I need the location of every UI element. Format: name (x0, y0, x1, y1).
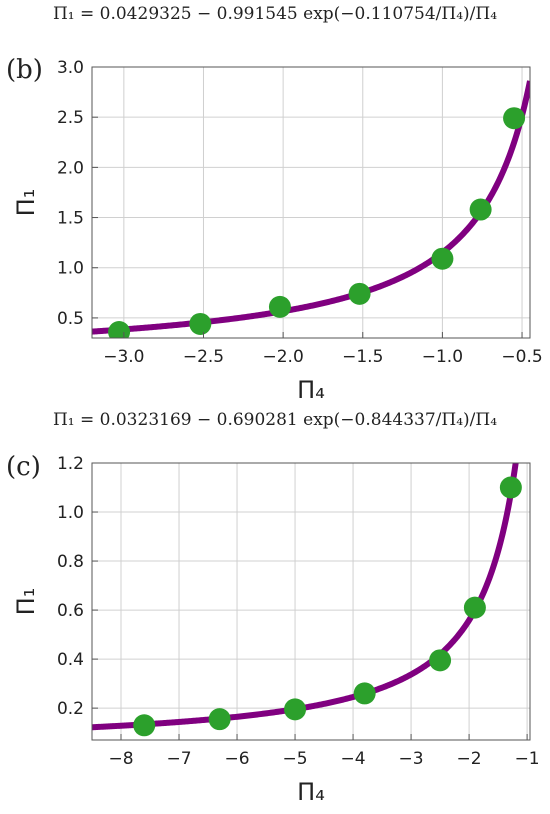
panel-label-b: (b) (6, 55, 43, 85)
chart-c: −8 −7 −6 −5 −4 −3 −2 −1 0.2 0.4 0.6 0.8 1.0 1.2 Π₄ Π₁ (12, 454, 540, 806)
chart-b: −3.0 −2.5 −2.0 −1.5 −1.0 −0.5 0.5 1.0 1.5 2.0 2.5 3… (12, 58, 543, 404)
x-tick-label: −5 (283, 749, 308, 769)
y-tick-label: 2.5 (57, 108, 84, 128)
x-tick-label: −4 (341, 749, 366, 769)
x-tick-label: −1.5 (342, 347, 383, 367)
x-tick-label: −0.5 (501, 347, 542, 367)
x-tick-label: −6 (225, 749, 250, 769)
chart-title-b: Π₁ = 0.0429325 − 0.991545 exp(−0.110754/… (52, 4, 498, 24)
x-tick-label: −1 (515, 749, 540, 769)
panel-label-c: (c) (6, 452, 41, 482)
data-point (431, 247, 454, 270)
y-tick-label: 0.8 (57, 552, 84, 572)
data-point (284, 698, 307, 721)
x-tick-label: −7 (166, 749, 191, 769)
data-point (469, 198, 492, 221)
x-tick-label: −2.5 (183, 347, 224, 367)
data-point (429, 649, 452, 672)
y-tick-label: 1.2 (57, 454, 84, 474)
x-axis-label: Π₄ (297, 778, 325, 806)
x-axis-label: Π₄ (297, 376, 325, 404)
y-axis-label: Π₁ (12, 189, 40, 217)
chart-title-c: Π₁ = 0.0323169 − 0.690281 exp(−0.844337/… (52, 410, 498, 430)
data-point (503, 107, 526, 130)
data-point (189, 312, 212, 335)
data-point (348, 282, 371, 305)
data-point (268, 295, 291, 318)
y-tick-label: 1.0 (57, 503, 84, 523)
fit-curve (92, 80, 530, 335)
x-tick-label: −3 (399, 749, 424, 769)
data-point (353, 682, 376, 705)
y-tick-label: 0.5 (57, 309, 84, 329)
y-axis-label: Π₁ (12, 588, 40, 616)
y-tick-label: 1.5 (57, 209, 84, 229)
x-tick-label: −2.0 (262, 347, 303, 367)
data-point (499, 476, 522, 499)
y-tick-label: 0.6 (57, 601, 84, 621)
fit-curve (92, 463, 519, 731)
x-tick-label: −8 (108, 749, 133, 769)
y-tick-label: 0.2 (57, 699, 84, 719)
data-point (208, 708, 231, 731)
data-point (463, 596, 486, 619)
y-tick-label: 1.0 (57, 259, 84, 279)
y-tick-label: 3.0 (57, 58, 84, 78)
plot-frame (91, 462, 531, 741)
y-tick-label: 0.4 (57, 650, 84, 670)
data-point (108, 320, 131, 338)
data-point (133, 714, 156, 737)
x-tick-label: −1.0 (422, 347, 463, 367)
x-tick-label: −2 (457, 749, 482, 769)
x-tick-label: −3.0 (103, 347, 144, 367)
plot-frame (91, 66, 531, 339)
y-tick-label: 2.0 (57, 158, 84, 178)
